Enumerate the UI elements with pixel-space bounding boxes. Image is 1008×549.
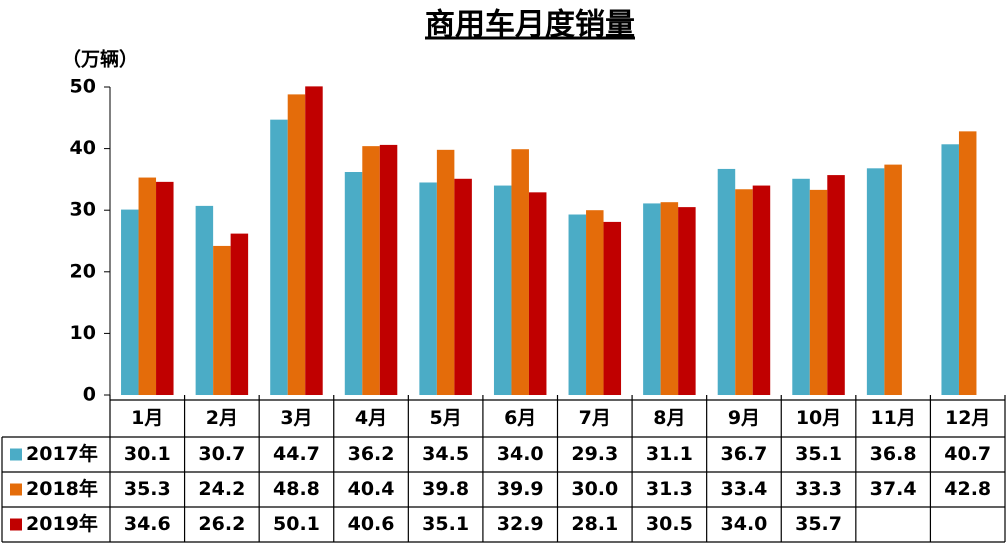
x-tick-label: 6月 <box>504 407 536 429</box>
x-tick-label: 7月 <box>579 407 611 429</box>
bar <box>511 149 529 395</box>
bar <box>752 185 771 395</box>
table-cell: 30.1 <box>124 443 171 465</box>
table-cell: 35.1 <box>795 443 842 465</box>
y-axis-label: （万辆） <box>62 48 138 71</box>
table-cell: 26.2 <box>198 513 245 535</box>
x-tick-label: 9月 <box>728 407 760 429</box>
x-tick-label: 3月 <box>280 407 312 429</box>
table-cell: 35.1 <box>422 513 469 535</box>
bar <box>678 207 696 395</box>
bar <box>121 209 139 395</box>
y-tick-label: 10 <box>70 322 96 344</box>
table-cell: 30.5 <box>646 513 693 535</box>
bar <box>717 168 736 395</box>
bar <box>379 144 398 395</box>
table-cell: 39.9 <box>497 478 544 500</box>
x-tick-label: 1月 <box>131 407 163 429</box>
table-cell: 34.0 <box>721 513 768 535</box>
table-cell: 37.4 <box>870 478 917 500</box>
bar <box>156 181 174 395</box>
table-cell: 36.7 <box>721 443 768 465</box>
table-cell: 34.5 <box>422 443 469 465</box>
bar <box>213 245 231 395</box>
table-cell: 31.1 <box>646 443 693 465</box>
chart-title: 商用车月度销量 <box>425 8 635 43</box>
x-tick-label: 2月 <box>206 407 238 429</box>
bar <box>230 233 249 395</box>
table-cell: 34.6 <box>124 513 171 535</box>
bar <box>735 189 753 395</box>
y-tick-label: 0 <box>83 384 96 406</box>
bar <box>809 189 828 395</box>
bar <box>138 177 157 395</box>
bar <box>493 185 512 395</box>
table-cell: 36.8 <box>870 443 917 465</box>
legend-swatch <box>10 448 22 461</box>
table-cell: 40.6 <box>348 513 395 535</box>
legend-label: 2018年 <box>26 477 98 500</box>
table-cell: 42.8 <box>944 478 991 500</box>
bar <box>419 182 437 395</box>
table-cell: 33.3 <box>795 478 842 500</box>
table-cell: 34.0 <box>497 443 544 465</box>
table-cell: 44.7 <box>273 443 320 465</box>
bar <box>827 175 845 395</box>
x-tick-label: 8月 <box>653 407 685 429</box>
x-tick-label: 12月 <box>945 407 990 429</box>
bar <box>866 168 885 395</box>
bar <box>660 202 679 395</box>
legend-swatch <box>10 483 22 496</box>
bar <box>362 146 380 395</box>
table-cell: 31.3 <box>646 478 693 500</box>
bar <box>586 210 604 395</box>
x-tick-label: 4月 <box>355 407 387 429</box>
bar <box>884 164 902 395</box>
bar <box>195 205 214 395</box>
table-cell: 50.1 <box>273 513 320 535</box>
bar <box>941 144 959 395</box>
y-tick-label: 40 <box>70 137 96 159</box>
table-cell: 40.4 <box>348 478 395 500</box>
table-cell: 24.2 <box>198 478 245 500</box>
x-tick-label: 5月 <box>430 407 462 429</box>
legend-swatch <box>10 518 22 531</box>
table-cell: 32.9 <box>497 513 544 535</box>
table-cell: 30.7 <box>198 443 245 465</box>
table-cell: 28.1 <box>571 513 618 535</box>
bar <box>270 119 288 395</box>
table-cell: 33.4 <box>721 478 768 500</box>
y-tick-label: 30 <box>70 199 96 221</box>
bar <box>958 131 977 396</box>
bar <box>344 172 363 395</box>
table-cell: 30.0 <box>571 478 618 500</box>
table-cell: 35.7 <box>795 513 842 535</box>
table-cell: 36.2 <box>348 443 395 465</box>
x-tick-label: 10月 <box>796 407 841 429</box>
table-cell: 29.3 <box>571 443 618 465</box>
x-tick-label: 11月 <box>870 407 915 429</box>
table-cell: 35.3 <box>124 478 171 500</box>
y-tick-label: 20 <box>70 260 96 282</box>
table-cell: 39.8 <box>422 478 469 500</box>
bar <box>454 178 472 395</box>
bar <box>528 192 547 395</box>
table-cell: 40.7 <box>944 443 991 465</box>
bar <box>792 178 810 395</box>
bar <box>603 221 622 395</box>
bar <box>436 149 455 395</box>
legend-label: 2019年 <box>26 512 98 535</box>
bar <box>568 214 587 395</box>
bar <box>643 203 661 395</box>
table-cell: 48.8 <box>273 478 320 500</box>
bar <box>305 86 323 395</box>
legend-label: 2017年 <box>26 442 98 465</box>
bar <box>287 94 306 395</box>
y-tick-label: 50 <box>70 76 96 98</box>
